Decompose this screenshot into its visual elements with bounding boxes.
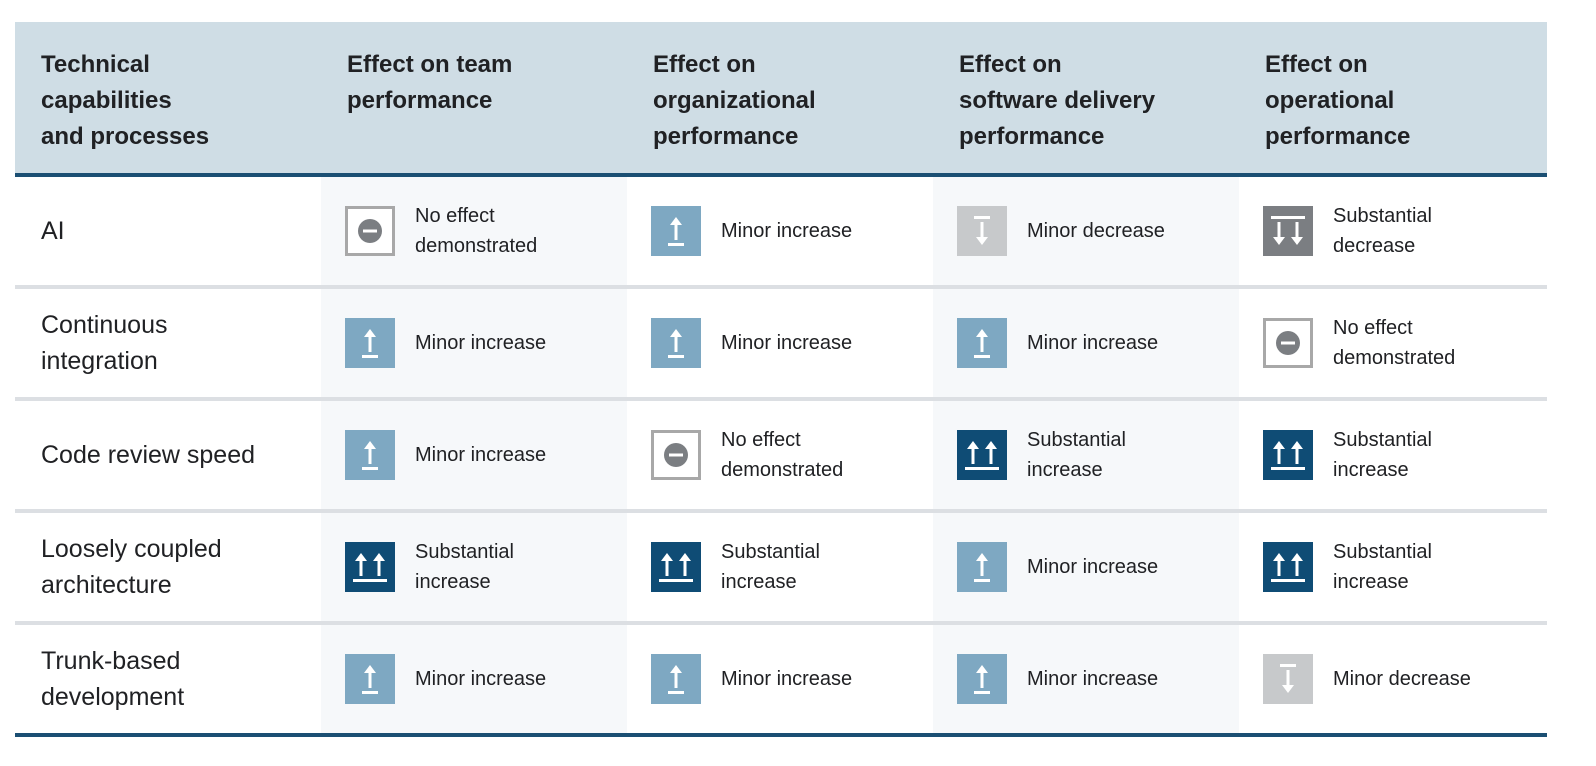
effect-cell: Minor increase (933, 625, 1239, 733)
minor-increase-icon (651, 206, 701, 256)
effect-cell: Minor increase (321, 401, 627, 509)
substantial-increase-icon (1263, 430, 1313, 480)
effect-label: No effect demonstrated (415, 205, 538, 257)
effect-cell: No effect demonstrated (627, 401, 933, 509)
minor-increase-icon (957, 318, 1007, 368)
effect-cell: Minor increase (933, 513, 1239, 621)
row-label: Code review speed (41, 441, 256, 469)
row-label: Continuous integration (41, 311, 168, 375)
no-effect-icon (345, 206, 395, 256)
effect-cell: Substantial increase (627, 513, 933, 621)
effect-label: Minor increase (721, 332, 853, 354)
no-effect-icon (1263, 318, 1313, 368)
effect-cell: Minor decrease (1239, 625, 1547, 733)
table-row: Continuous integration Minor increase Mi… (15, 289, 1547, 401)
substantial-increase-icon (345, 542, 395, 592)
row-label: Trunk-based development (41, 647, 185, 711)
minor-increase-icon (651, 318, 701, 368)
minor-increase-icon (957, 654, 1007, 704)
effect-cell: Minor increase (627, 625, 933, 733)
header-capabilities: Technical capabilities and processes (41, 51, 210, 150)
no-effect-icon (651, 430, 701, 480)
effect-cell: Minor decrease (933, 177, 1239, 285)
effect-cell: Substantial increase (321, 513, 627, 621)
effect-label: Minor increase (1027, 668, 1159, 690)
effect-label: Substantial decrease (1333, 205, 1432, 257)
substantial-decrease-icon (1263, 206, 1313, 256)
table-row: Code review speed Minor increase No effe… (15, 401, 1547, 513)
effect-cell: Minor increase (321, 625, 627, 733)
substantial-increase-icon (1263, 542, 1313, 592)
minor-increase-icon (345, 430, 395, 480)
substantial-increase-icon (651, 542, 701, 592)
minor-decrease-icon (1263, 654, 1313, 704)
minor-increase-icon (957, 542, 1007, 592)
effect-label: Minor increase (415, 444, 547, 466)
row-label: Loosely coupled architecture (41, 535, 222, 599)
effects-table: Technical capabilities and processes Eff… (15, 22, 1547, 737)
effect-label: Minor decrease (1027, 220, 1165, 242)
effect-cell: No effect demonstrated (321, 177, 627, 285)
table-row: AI No effect demonstrated Minor increase… (15, 177, 1547, 289)
effect-cell: Minor increase (933, 289, 1239, 397)
effect-label: Substantial increase (1333, 429, 1432, 481)
minor-decrease-icon (957, 206, 1007, 256)
effect-label: Substantial increase (415, 541, 514, 593)
effect-cell: Substantial increase (933, 401, 1239, 509)
table-row: Loosely coupled architecture Substantial… (15, 513, 1547, 625)
minor-increase-icon (345, 654, 395, 704)
header-team-performance: Effect on team performance (347, 51, 513, 114)
effect-label: Substantial increase (721, 541, 820, 593)
minor-increase-icon (345, 318, 395, 368)
effect-cell: Substantial decrease (1239, 177, 1547, 285)
header-organizational-performance: Effect on organizational performance (653, 51, 816, 150)
table-row: Trunk-based development Minor increase M… (15, 625, 1547, 737)
minor-increase-icon (651, 654, 701, 704)
effect-label: Substantial increase (1027, 429, 1126, 481)
effect-label: Minor increase (721, 220, 853, 242)
table-header: Technical capabilities and processes Eff… (15, 22, 1547, 177)
effect-cell: No effect demonstrated (1239, 289, 1547, 397)
effect-label: Minor decrease (1333, 668, 1471, 690)
effect-cell: Substantial increase (1239, 401, 1547, 509)
substantial-increase-icon (957, 430, 1007, 480)
effect-label: Minor increase (1027, 332, 1159, 354)
effect-label: Minor increase (721, 668, 853, 690)
effect-cell: Substantial increase (1239, 513, 1547, 621)
effect-cell: Minor increase (627, 177, 933, 285)
header-operational-performance: Effect on operational performance (1265, 51, 1411, 150)
effect-cell: Minor increase (321, 289, 627, 397)
effect-label: Minor increase (1027, 556, 1159, 578)
effect-label: Minor increase (415, 332, 547, 354)
row-label: AI (41, 217, 65, 245)
effect-label: No effect demonstrated (721, 429, 844, 481)
effect-label: Minor increase (415, 668, 547, 690)
effect-label: Substantial increase (1333, 541, 1432, 593)
header-software-delivery-performance: Effect on software delivery performance (959, 51, 1156, 150)
effect-label: No effect demonstrated (1333, 317, 1456, 369)
effect-cell: Minor increase (627, 289, 933, 397)
